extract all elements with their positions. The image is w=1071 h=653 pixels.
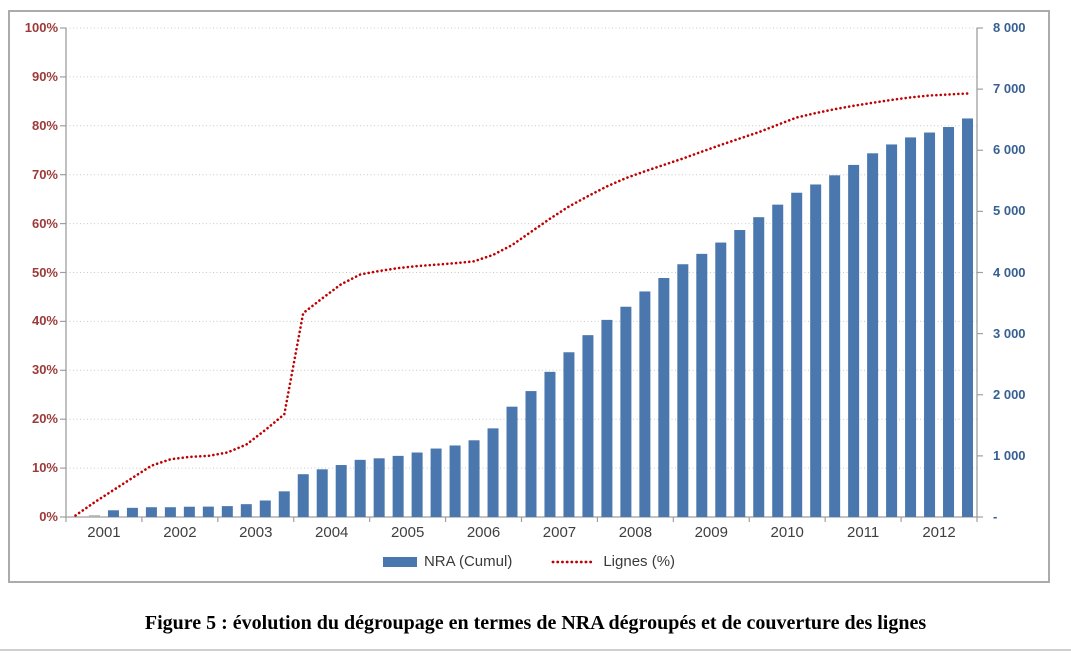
figure-caption: Figure 5 : évolution du dégroupage en te… <box>144 612 927 634</box>
bar <box>753 217 765 517</box>
bar <box>525 391 537 517</box>
chart-frame: 0% 10% 20% 30% 40% 50% 60% 70% 80% 90% 100% - 1 000… <box>8 10 1050 583</box>
bar <box>601 319 613 517</box>
bar <box>449 445 461 517</box>
bar <box>734 230 746 517</box>
x-axis-year-label: 2002 <box>163 524 197 541</box>
right-axis-tick-label: 2 000 <box>993 386 1026 402</box>
right-axis-tick-label: 4 000 <box>993 264 1026 280</box>
bar <box>259 500 271 517</box>
left-axis-tick-label: 90% <box>31 68 58 84</box>
right-axis-tick-label: 6 000 <box>993 142 1026 158</box>
left-axis-tick-label: 10% <box>31 460 58 476</box>
x-axis-year-label: 2005 <box>390 524 425 541</box>
bar <box>126 507 138 517</box>
bar <box>905 137 917 517</box>
bar <box>829 175 841 517</box>
bar <box>221 506 233 517</box>
bar <box>791 192 803 517</box>
left-axis-tick-label: 30% <box>31 362 58 378</box>
bar <box>620 306 632 517</box>
bar <box>582 335 594 517</box>
left-axis-tick-label: 0% <box>39 509 58 524</box>
bar <box>886 144 898 518</box>
x-axis-year-label: 2006 <box>466 524 501 541</box>
bar <box>677 264 689 517</box>
bar <box>544 371 556 517</box>
bar <box>316 469 328 517</box>
bar <box>487 428 499 517</box>
bar <box>772 204 784 517</box>
chart-plot <box>60 27 983 522</box>
x-axis-year-label: 2004 <box>315 524 349 541</box>
bar <box>107 510 119 517</box>
bar <box>715 242 727 517</box>
bar <box>867 153 879 517</box>
bottom-divider <box>0 649 1071 651</box>
right-axis-tick-label: 1 000 <box>993 447 1026 463</box>
bar <box>88 515 100 517</box>
left-axis-tick-label: 40% <box>31 313 58 329</box>
bar <box>848 164 860 518</box>
x-axis-year-label: 2012 <box>922 524 956 541</box>
left-axis-tick-label: 100% <box>24 20 58 35</box>
legend-item-nra: NRA (Cumul) <box>382 553 513 570</box>
bar <box>563 352 575 517</box>
x-axis-year-label: 2001 <box>87 524 121 541</box>
dotted-line-icon <box>551 560 595 563</box>
left-axis-tick-label: 70% <box>31 166 58 182</box>
left-axis-tick-label: 80% <box>31 117 58 133</box>
bar <box>658 278 670 517</box>
bar <box>411 452 423 517</box>
bar <box>962 118 974 517</box>
bar <box>506 406 518 517</box>
bar <box>297 474 309 517</box>
legend-item-lignes: Lignes (%) <box>550 553 675 570</box>
bar <box>639 291 651 517</box>
bar-swatch-icon <box>382 556 417 567</box>
left-axis-tick-label: 60% <box>31 215 58 231</box>
bar <box>278 491 290 517</box>
x-axis-year-label: 2010 <box>770 524 804 541</box>
bar <box>943 127 955 518</box>
x-axis-year-label: 2011 <box>846 524 880 541</box>
bar <box>240 504 252 517</box>
bar <box>202 506 214 517</box>
lignes-line <box>74 92 969 517</box>
bar <box>183 506 195 517</box>
right-axis-tick-label: 5 000 <box>993 203 1026 219</box>
x-axis-year-label: 2003 <box>239 524 273 541</box>
chart-legend: NRA (Cumul) Lignes (%) <box>10 553 1048 570</box>
bar <box>164 507 176 517</box>
bar <box>696 253 708 517</box>
left-axis-tick-label: 50% <box>31 264 58 280</box>
legend-bar-label: NRA (Cumul) <box>423 553 513 570</box>
bar <box>335 465 347 517</box>
bar <box>392 455 404 517</box>
right-axis-tick-label: 8 000 <box>993 20 1026 35</box>
bar <box>924 132 936 517</box>
left-axis-tick-label: 20% <box>31 411 58 427</box>
x-axis-year-label: 2009 <box>694 524 728 541</box>
right-axis-tick-label: 7 000 <box>993 81 1026 97</box>
bar <box>145 507 157 517</box>
legend-line-label: Lignes (%) <box>603 553 676 570</box>
bar <box>468 440 480 517</box>
right-axis-tick-label: 3 000 <box>993 325 1026 341</box>
x-axis-year-label: 2008 <box>618 524 653 541</box>
right-axis-tick-label: - <box>993 509 998 524</box>
bar <box>810 184 822 518</box>
bar <box>354 459 366 517</box>
bar <box>373 458 385 517</box>
x-axis-year-label: 2007 <box>542 524 577 541</box>
bar <box>430 448 442 517</box>
